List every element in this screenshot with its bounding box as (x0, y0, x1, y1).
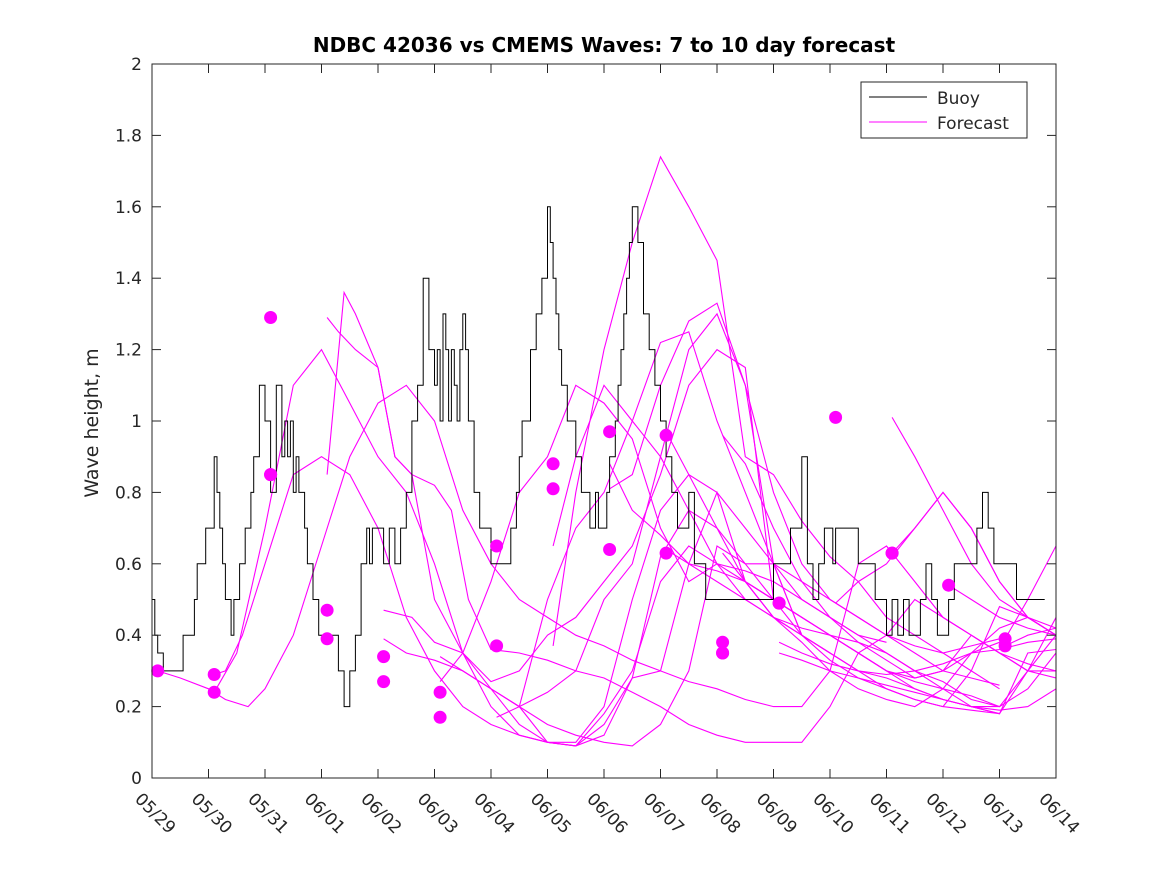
forecast-start-point (151, 664, 165, 678)
buoy-line (152, 206, 1045, 708)
forecast-start-point (772, 596, 786, 610)
forecast-start-point (490, 639, 504, 653)
forecast-start-point (716, 646, 730, 660)
legend-box (860, 81, 1028, 139)
legend-label-forecast: Forecast (937, 114, 1009, 134)
forecast-line-1 (157, 384, 1056, 708)
chart-title: NDBC 42036 vs CMEMS Waves: 7 to 10 day f… (313, 33, 896, 57)
forecast-line-24 (891, 491, 1056, 636)
forecast-start-point (264, 468, 278, 482)
forecast-start-point (433, 710, 447, 724)
forecast-start-point (716, 635, 730, 649)
y-tick-label: 1.8 (115, 126, 142, 146)
forecast-line-6 (383, 348, 775, 683)
forecast-line-21 (778, 652, 1056, 711)
forecast-start-point (603, 543, 617, 556)
forecast-start-point (320, 603, 334, 617)
forecast-start-point (546, 482, 560, 496)
y-tick-label: 1.4 (115, 269, 142, 289)
y-tick-label: 0.2 (115, 698, 142, 718)
forecast-line-14 (609, 463, 1056, 715)
legend: Buoy Forecast (860, 81, 1028, 139)
y-axis-label: Wave height, m (81, 348, 103, 497)
forecast-line-19 (722, 552, 1056, 708)
forecast-line-27 (1004, 627, 1056, 647)
forecast-start-point (377, 675, 391, 689)
forecast-start-point (264, 311, 278, 324)
y-tick-label: 0 (131, 769, 142, 789)
forecast-start-point (320, 632, 334, 646)
y-tick-label: 2 (131, 55, 142, 75)
forecast-start-point (207, 685, 221, 699)
y-tick-label: 0.4 (115, 626, 142, 646)
forecast-start-point (829, 410, 843, 424)
forecast-line-15 (609, 302, 1000, 686)
forecast-start-point (377, 650, 391, 664)
y-tick-label: 1.6 (115, 198, 142, 218)
y-tick-label: 1 (131, 412, 142, 432)
forecast-start-point (603, 425, 617, 439)
forecast-line-25 (948, 584, 1056, 636)
plot-area (151, 155, 1056, 747)
forecast-line-13 (552, 155, 1000, 690)
y-tick-label: 1.2 (115, 341, 142, 361)
forecast-start-point (885, 546, 899, 560)
forecast-start-point (207, 668, 221, 681)
forecast-start-point (433, 685, 447, 699)
forecast-line-7 (383, 312, 803, 708)
forecast-start-point (942, 578, 956, 592)
forecast-line-12 (552, 384, 1056, 708)
forecast-start-point (546, 457, 560, 471)
forecast-start-point (659, 428, 673, 442)
legend-label-buoy: Buoy (937, 89, 980, 109)
y-tick-label: 0.8 (115, 483, 142, 503)
y-tick-label: 0.6 (115, 555, 142, 575)
forecast-start-point (998, 639, 1012, 653)
forecast-start-point (490, 539, 504, 553)
forecast-line-8 (439, 545, 1000, 747)
forecast-start-point (659, 546, 673, 560)
forecast-line-18 (722, 434, 1056, 679)
